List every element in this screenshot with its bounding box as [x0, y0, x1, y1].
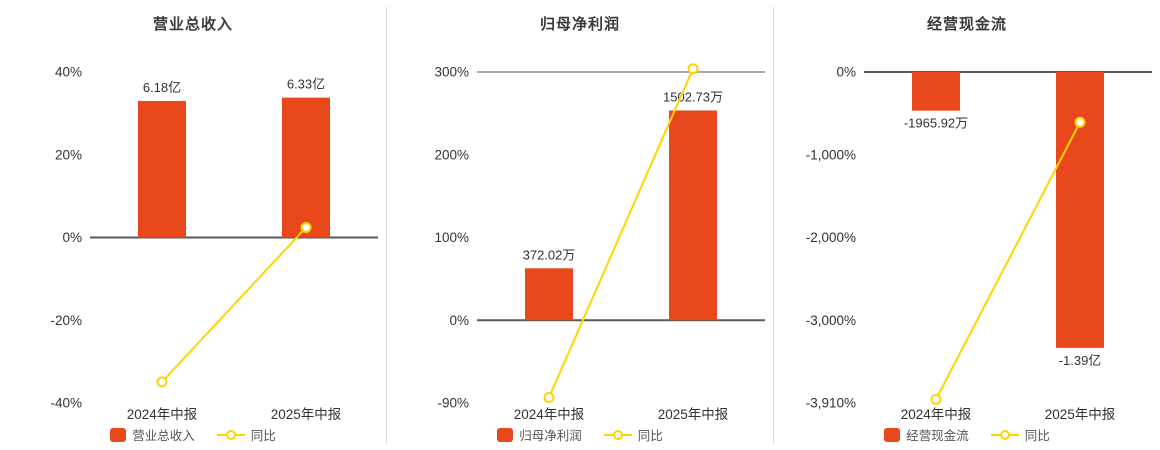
- yoy-line: [548, 68, 694, 398]
- legend-line-label: 同比: [250, 429, 276, 443]
- bar-swatch-icon: [884, 427, 901, 442]
- category-label: 2025年中报: [271, 407, 342, 422]
- category-label: 2024年中报: [127, 407, 198, 422]
- y-tick-label: -3,910%: [806, 396, 856, 411]
- panel-net-profit: 归母净利润 372.02万 1502.73万 300% 200% 100% 0% -90% 2…: [387, 0, 773, 450]
- bar[interactable]: [1056, 72, 1104, 348]
- y-tick-label: -3,000%: [806, 313, 856, 328]
- y-tick-label: 0%: [62, 230, 82, 245]
- y-tick-label: -90%: [437, 396, 469, 411]
- bar-value-label: -1.39亿: [1059, 353, 1102, 368]
- legend-cash-flow: 经营现金流 同比: [774, 425, 1160, 444]
- yoy-marker[interactable]: [156, 376, 168, 388]
- y-tick-label: 100%: [434, 230, 469, 245]
- y-tick-label: -2,000%: [806, 230, 856, 245]
- panel-divider: [386, 7, 387, 443]
- bar[interactable]: [282, 97, 330, 238]
- revenue-chart-canvas: 6.18亿 6.33亿 40% 20% 0% -20% -40% 2024年中报 2025年中报: [50, 65, 378, 422]
- legend-revenue: 营业总收入 同比: [0, 425, 386, 444]
- line-swatch-icon: [603, 429, 632, 440]
- y-tick-label: 40%: [55, 65, 82, 80]
- y-tick-label: 300%: [434, 65, 469, 80]
- yoy-marker[interactable]: [687, 63, 699, 75]
- bar[interactable]: [912, 72, 960, 111]
- legend-item-revenue-bar[interactable]: 营业总收入: [110, 425, 195, 444]
- category-label: 2025年中报: [658, 407, 729, 422]
- category-label: 2024年中报: [514, 407, 585, 422]
- bar-swatch-icon: [110, 427, 127, 442]
- bar-value-label: 6.33亿: [287, 77, 325, 92]
- legend-item-net-profit-yoy[interactable]: 同比: [603, 425, 663, 444]
- cash-flow-chart-canvas: -1965.92万 -1.39亿 0% -1,000% -2,000% -3,000% -3…: [806, 65, 1152, 422]
- y-tick-label: 0%: [449, 313, 469, 328]
- yoy-marker[interactable]: [1074, 116, 1086, 128]
- chart-title-cash-flow: 经营现金流: [926, 16, 1007, 33]
- bar-swatch-icon: [497, 427, 514, 442]
- bar[interactable]: [525, 268, 573, 321]
- legend-bar-label: 营业总收入: [132, 429, 195, 443]
- bar-value-label: -1965.92万: [904, 116, 968, 131]
- y-tick-label: 0%: [836, 65, 856, 80]
- category-label: 2025年中报: [1045, 407, 1116, 422]
- yoy-marker[interactable]: [930, 393, 942, 405]
- bar[interactable]: [669, 110, 717, 321]
- yoy-marker[interactable]: [543, 391, 555, 403]
- legend-item-cash-flow-bar[interactable]: 经营现金流: [884, 425, 969, 444]
- yoy-line: [161, 226, 307, 383]
- panel-cash-flow: 经营现金流 -1965.92万 -1.39亿 0% -1,000% -2,000% -3,…: [774, 0, 1160, 450]
- panel-divider: [773, 7, 774, 443]
- net-profit-chart-canvas: 372.02万 1502.73万 300% 200% 100% 0% -90% 2024年中报…: [434, 63, 765, 422]
- y-tick-label: -1,000%: [806, 147, 856, 162]
- y-tick-label: -20%: [50, 313, 82, 328]
- legend-net-profit: 归母净利润 同比: [387, 425, 773, 444]
- legend-item-cash-flow-yoy[interactable]: 同比: [990, 425, 1050, 444]
- bar[interactable]: [138, 100, 186, 238]
- y-tick-label: 20%: [55, 147, 82, 162]
- y-tick-label: 200%: [434, 147, 469, 162]
- yoy-line: [935, 121, 1081, 400]
- y-tick-label: -40%: [50, 396, 82, 411]
- line-swatch-icon: [990, 429, 1019, 440]
- legend-item-net-profit-bar[interactable]: 归母净利润: [497, 425, 582, 444]
- yoy-marker[interactable]: [300, 221, 312, 233]
- legend-bar-label: 归母净利润: [519, 429, 582, 443]
- legend-line-label: 同比: [1024, 429, 1050, 443]
- bar-value-label: 372.02万: [523, 247, 576, 262]
- bar-value-label: 6.18亿: [143, 80, 181, 95]
- bar-value-label: 1502.73万: [663, 89, 723, 104]
- line-swatch-icon: [216, 429, 245, 440]
- legend-bar-label: 经营现金流: [906, 429, 969, 443]
- chart-title-revenue: 营业总收入: [152, 16, 233, 33]
- category-label: 2024年中报: [901, 407, 972, 422]
- legend-line-label: 同比: [637, 429, 663, 443]
- panel-revenue: 营业总收入 6.18亿 6.33亿 40% 20% 0% -20% -40% 2024年中报 2…: [0, 0, 386, 450]
- chart-title-net-profit: 归母净利润: [539, 16, 620, 33]
- legend-item-revenue-yoy[interactable]: 同比: [216, 425, 276, 444]
